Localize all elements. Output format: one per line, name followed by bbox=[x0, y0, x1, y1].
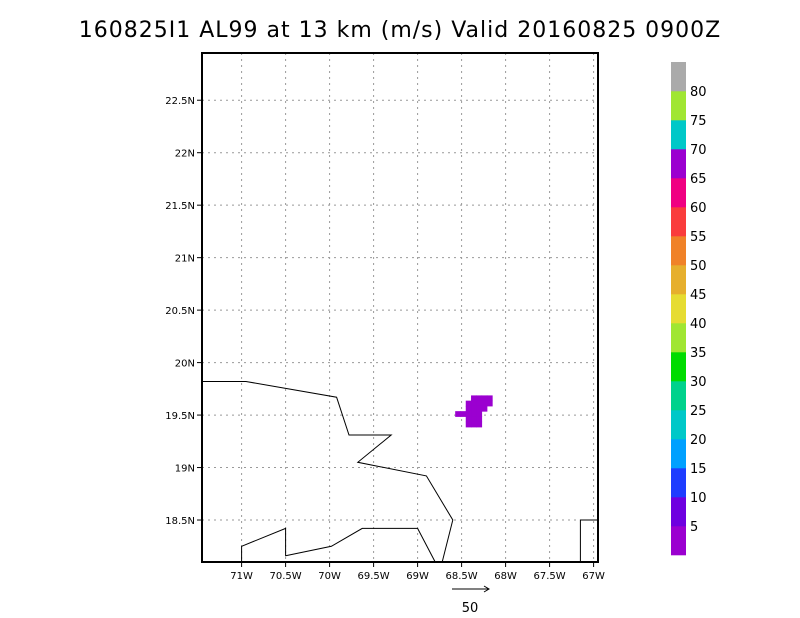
wind-cell bbox=[465, 416, 472, 423]
wind-cell bbox=[476, 395, 483, 402]
lon-tick-label: 67.5W bbox=[534, 571, 566, 582]
colorbar-label: 65 bbox=[690, 172, 707, 187]
wind-cell bbox=[465, 411, 472, 417]
colorbar-label: 30 bbox=[690, 375, 707, 390]
colorbar-bin bbox=[671, 294, 686, 324]
lon-tick-label: 70.5W bbox=[270, 571, 302, 582]
lon-tick-label: 68.5W bbox=[446, 571, 478, 582]
lat-tick-label: 20N bbox=[175, 359, 195, 370]
lat-tick-label: 19.5N bbox=[165, 411, 195, 422]
colorbar-bin bbox=[671, 526, 686, 556]
colorbar-bin bbox=[671, 207, 686, 237]
coastline bbox=[579, 519, 598, 562]
colorbar-label: 80 bbox=[690, 85, 707, 100]
colorbar-label: 70 bbox=[690, 143, 707, 158]
lon-tick-label: 69.5W bbox=[358, 571, 390, 582]
colorbar-bin bbox=[671, 410, 686, 440]
lon-tick-label: 71W bbox=[230, 571, 253, 582]
colorbar: 5 10 15 20 25 30 35 40 45 50 55 60 65 70 75 80 bbox=[671, 62, 707, 556]
wind-cell bbox=[481, 405, 488, 412]
wind-cell bbox=[476, 411, 483, 417]
colorbar-label: 45 bbox=[690, 288, 707, 303]
colorbar-label: 35 bbox=[690, 346, 707, 361]
lat-tick-label: 21N bbox=[175, 254, 195, 265]
wind-cell bbox=[471, 421, 477, 428]
colorbar-bin bbox=[671, 497, 686, 527]
lon-tick-label: 68W bbox=[494, 571, 517, 582]
wind-cell bbox=[471, 395, 477, 402]
wind-field bbox=[455, 395, 493, 428]
colorbar-label: 75 bbox=[690, 114, 707, 129]
wind-cell bbox=[471, 400, 477, 407]
lon-tick-label: 67W bbox=[582, 571, 605, 582]
reference-vector-arrowhead bbox=[483, 585, 490, 593]
lat-tick-label: 22.5N bbox=[165, 96, 195, 107]
longitude-ticks: 71W 70.5W 70W 69.5W 69W 68.5W 68W 67.5W 67W bbox=[230, 562, 605, 582]
colorbar-label: 10 bbox=[690, 491, 707, 506]
map-title: 160825I1 AL99 at 13 km (m/s) Valid 20160… bbox=[78, 18, 722, 43]
wind-cell bbox=[465, 421, 472, 428]
wind-cell bbox=[486, 395, 493, 402]
wind-cell bbox=[465, 400, 472, 407]
colorbar-bin bbox=[671, 149, 686, 179]
wind-cell bbox=[476, 416, 483, 423]
wind-cell bbox=[476, 400, 483, 407]
wind-cell bbox=[481, 395, 488, 402]
colorbar-label: 15 bbox=[690, 462, 707, 477]
colorbar-bin bbox=[671, 265, 686, 295]
wind-cell bbox=[476, 405, 483, 412]
coastlines bbox=[202, 381, 598, 563]
colorbar-bin bbox=[671, 381, 686, 411]
wind-cell bbox=[486, 400, 493, 407]
wind-cell bbox=[471, 405, 477, 412]
wind-cell bbox=[481, 400, 488, 407]
coastline bbox=[241, 527, 436, 563]
wind-cell bbox=[455, 411, 461, 417]
lon-tick-label: 69W bbox=[406, 571, 429, 582]
colorbar-label: 55 bbox=[690, 230, 707, 245]
grid-lines bbox=[202, 53, 598, 562]
wind-cell bbox=[476, 421, 483, 428]
colorbar-bin bbox=[671, 439, 686, 469]
lat-tick-label: 22N bbox=[175, 149, 195, 160]
colorbar-bin bbox=[671, 91, 686, 121]
lat-tick-label: 20.5N bbox=[165, 306, 195, 317]
colorbar-label: 20 bbox=[690, 433, 707, 448]
colorbar-label: 25 bbox=[690, 404, 707, 419]
lat-tick-label: 18.5N bbox=[165, 516, 195, 527]
colorbar-bin bbox=[671, 120, 686, 150]
coastline bbox=[202, 381, 454, 563]
reference-vector: 50 bbox=[452, 585, 490, 616]
latitude-ticks: 18.5N 19N 19.5N 20N 20.5N 21N 21.5N 22N 22.5N bbox=[165, 96, 202, 527]
colorbar-bin bbox=[671, 62, 686, 92]
colorbar-bin bbox=[671, 236, 686, 266]
colorbar-bin bbox=[671, 323, 686, 353]
wind-cell bbox=[471, 411, 477, 417]
colorbar-bin bbox=[671, 178, 686, 208]
reference-vector-label: 50 bbox=[462, 601, 479, 616]
lat-tick-label: 19N bbox=[175, 464, 195, 475]
lon-tick-label: 70W bbox=[318, 571, 341, 582]
wind-cell bbox=[460, 411, 467, 417]
colorbar-label: 5 bbox=[690, 520, 698, 535]
colorbar-label: 40 bbox=[690, 317, 707, 332]
map-frame bbox=[201, 52, 599, 563]
colorbar-bin bbox=[671, 468, 686, 498]
wind-cell bbox=[465, 405, 472, 412]
lat-tick-label: 21.5N bbox=[165, 201, 195, 212]
colorbar-label: 50 bbox=[690, 259, 707, 274]
colorbar-bin bbox=[671, 352, 686, 382]
colorbar-label: 60 bbox=[690, 201, 707, 216]
wind-cell bbox=[471, 416, 477, 423]
